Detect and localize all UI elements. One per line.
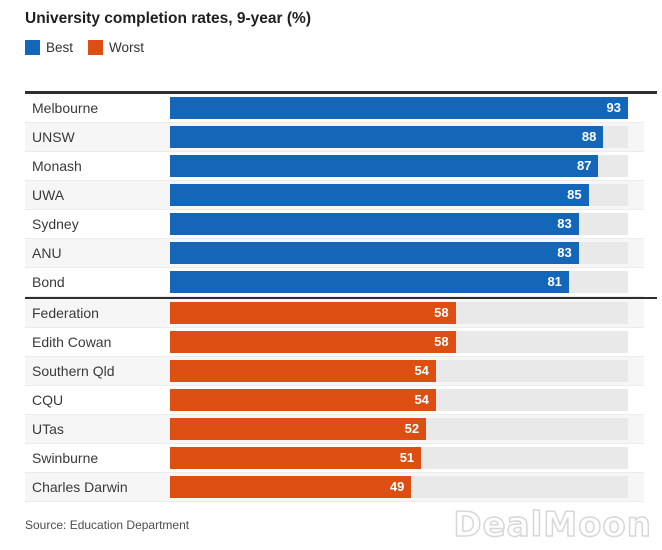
bar-track: 54: [170, 360, 628, 382]
watermark: DealMoon: [453, 504, 652, 546]
bar: 93: [170, 97, 628, 119]
bar: 51: [170, 447, 422, 469]
bar: 52: [170, 418, 427, 440]
row-label: CQU: [32, 392, 64, 408]
bar-value-label: 58: [434, 334, 449, 349]
row-label: Charles Darwin: [32, 479, 128, 495]
bar-row: Melbourne 93: [25, 94, 644, 123]
bar-value-label: 88: [581, 129, 597, 144]
legend-swatch-worst-icon: [88, 39, 104, 55]
bar-value-label: 54: [414, 363, 429, 378]
bar-track: 58: [170, 331, 628, 353]
bar-row: Southern Qld 54: [25, 357, 644, 386]
chart-container: University completion rates, 9-year (%) …: [25, 10, 662, 532]
row-label: UNSW: [32, 129, 75, 145]
bar-row: UNSW 88: [25, 123, 644, 152]
bar-value-label: 83: [557, 216, 572, 231]
bar: 54: [170, 389, 436, 411]
bar-row: Edith Cowan 58: [25, 328, 644, 357]
bar: 81: [170, 271, 569, 293]
bar-value-label: 51: [399, 450, 415, 465]
bar: 88: [170, 126, 604, 148]
bar-value-label: 54: [414, 392, 429, 407]
bar-row: Swinburne 51: [25, 444, 644, 473]
bar-row: Sydney 83: [25, 210, 644, 239]
section-divider-top: [25, 91, 657, 94]
row-label: UTas: [32, 421, 64, 437]
bar-row: UTas 52: [25, 415, 644, 444]
legend-swatch-best-icon: [25, 39, 40, 55]
bar: 49: [170, 476, 412, 498]
bar-track: 49: [170, 476, 628, 498]
legend-label-best: Best: [46, 39, 74, 55]
bar-section-best: Melbourne 93 UNSW 88 Monash 87 UWA 85 Sydney 83 AN…: [25, 94, 644, 297]
row-label: Southern Qld: [32, 363, 115, 379]
row-label: Federation: [32, 305, 99, 321]
bar-row: UWA 85: [25, 181, 644, 210]
row-label: ANU: [32, 245, 62, 261]
bar-track: 88: [170, 126, 628, 148]
bar: 85: [170, 184, 589, 206]
bar: 83: [170, 242, 579, 264]
bar-row: Federation 58: [25, 299, 644, 328]
bar-value-label: 52: [404, 421, 420, 436]
bar-track: 81: [170, 271, 628, 293]
row-label: UWA: [32, 187, 65, 203]
bar-value-label: 85: [567, 187, 582, 202]
bar-track: 85: [170, 184, 628, 206]
bar-value-label: 83: [557, 245, 572, 260]
bar-value-label: 93: [606, 100, 621, 115]
bar-track: 93: [170, 97, 628, 119]
row-label: Melbourne: [32, 100, 99, 116]
bar: 54: [170, 360, 436, 382]
bar-row: CQU 54: [25, 386, 644, 415]
bar-track: 87: [170, 155, 628, 177]
bar-section-worst: Federation 58 Edith Cowan 58 Southern Qld 54 C…: [25, 299, 644, 502]
row-label: Swinburne: [32, 450, 99, 466]
bar: 58: [170, 302, 456, 324]
bar-track: 58: [170, 302, 628, 324]
bar-track: 52: [170, 418, 628, 440]
bar-row: Charles Darwin 49: [25, 473, 644, 502]
bar-track: 83: [170, 213, 628, 235]
bar-row: Monash 87: [25, 152, 644, 181]
bar-track: 51: [170, 447, 628, 469]
legend-label-worst: Worst: [109, 39, 145, 55]
source-note: Source: Education Department: [25, 518, 190, 532]
bar-row: ANU 83: [25, 239, 644, 268]
row-label: Sydney: [32, 216, 79, 232]
bar-row: Bond 81: [25, 268, 644, 297]
bar-value-label: 81: [547, 274, 562, 289]
row-label: Bond: [32, 274, 65, 290]
legend: Best Worst: [25, 39, 662, 55]
bar: 87: [170, 155, 599, 177]
legend-item-worst: Worst: [88, 39, 145, 55]
row-label: Monash: [32, 158, 82, 174]
bar: 83: [170, 213, 579, 235]
bar-value-label: 49: [389, 479, 405, 494]
chart-title: University completion rates, 9-year (%): [25, 10, 311, 27]
bar-value-label: 58: [434, 305, 449, 320]
bar-track: 83: [170, 242, 628, 264]
section-divider-middle: [25, 297, 657, 299]
bar: 58: [170, 331, 456, 353]
legend-item-best: Best: [25, 39, 74, 55]
bar-value-label: 87: [576, 158, 592, 173]
row-label: Edith Cowan: [32, 334, 112, 350]
bar-track: 54: [170, 389, 628, 411]
